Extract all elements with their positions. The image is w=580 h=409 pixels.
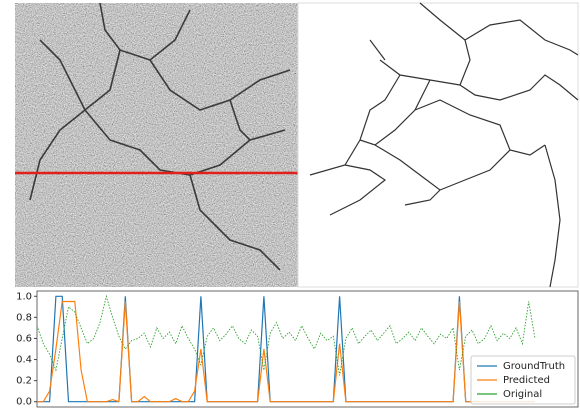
figure: 0.0 0.2 0.4 0.6 0.8 1.0 GroundTruth Predicted Or… <box>0 0 580 409</box>
y-tick-label: 0.8 <box>16 312 32 323</box>
legend-label: GroundTruth <box>503 361 565 372</box>
y-tick-label: 0.2 <box>16 376 32 387</box>
y-tick-label: 1.0 <box>16 291 32 302</box>
asphalt-image <box>15 3 298 287</box>
legend: GroundTruth Predicted Original <box>471 356 575 404</box>
legend-label: Predicted <box>503 375 550 386</box>
legend-label: Original <box>503 389 542 400</box>
series-line <box>37 302 535 402</box>
y-tick-label: 0.4 <box>16 355 32 366</box>
y-tick-label: 0.0 <box>16 397 32 408</box>
y-tick-label: 0.6 <box>16 333 32 344</box>
segmentation-image <box>298 3 578 287</box>
